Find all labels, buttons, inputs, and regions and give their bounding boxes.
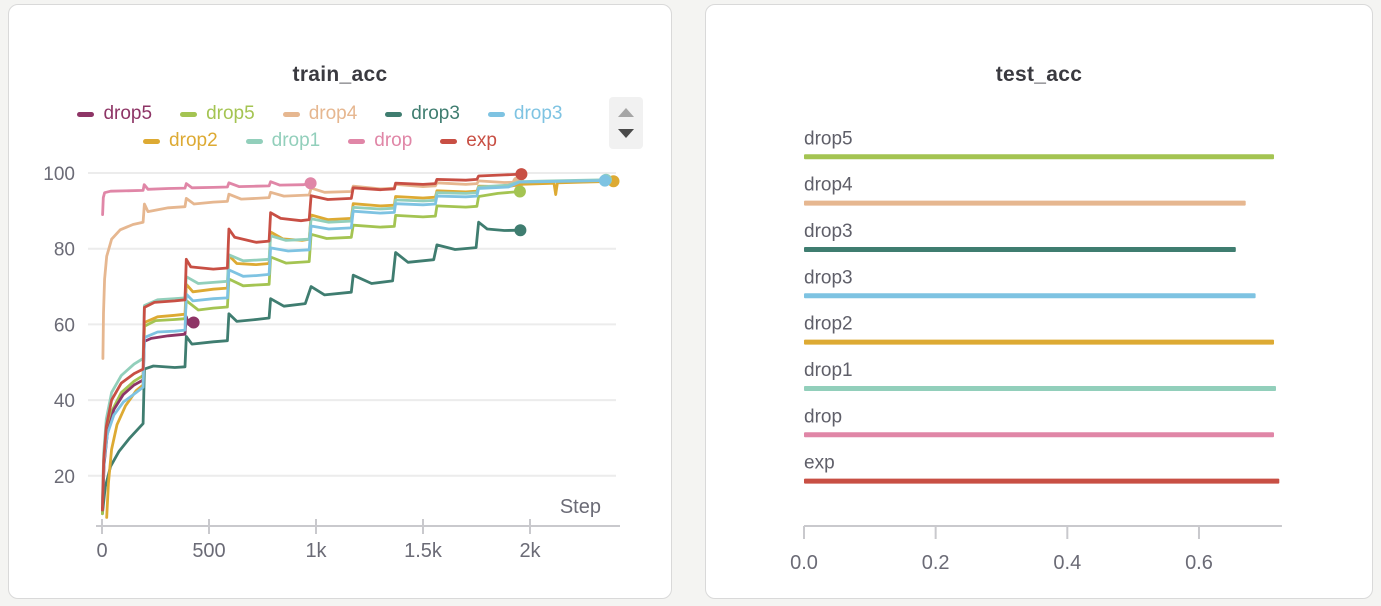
- legend-scroll-up-icon[interactable]: [618, 108, 634, 118]
- y-tick-label: 20: [54, 467, 75, 488]
- legend-swatch-icon: [245, 138, 263, 144]
- x-axis-title: Step: [560, 496, 601, 518]
- series-end-dot-drop3[interactable]: [598, 174, 611, 187]
- legend-item-label: drop5: [206, 103, 255, 124]
- train-acc-title: train_acc: [292, 63, 388, 86]
- legend-swatch-icon: [385, 111, 403, 117]
- x-tick-label: 0.6: [1185, 552, 1213, 574]
- series-end-dot-drop5[interactable]: [513, 185, 526, 198]
- legend-item-drop1[interactable]: drop1: [245, 130, 321, 152]
- legend-item-drop3[interactable]: drop3: [487, 103, 563, 125]
- test-acc-title: test_acc: [995, 63, 1083, 86]
- legend-swatch-icon: [180, 111, 198, 117]
- x-tick-label: 0.4: [1053, 552, 1081, 574]
- legend-swatch-icon: [143, 138, 161, 144]
- bar-label: drop1: [804, 360, 853, 381]
- bar-drop5[interactable]: [804, 154, 1274, 160]
- x-tick-label: 2k: [519, 540, 541, 562]
- legend-item-drop4[interactable]: drop4: [282, 103, 358, 125]
- legend-item-drop2[interactable]: drop2: [143, 130, 218, 152]
- y-tick-label: 40: [54, 391, 75, 412]
- series-end-dot-drop3[interactable]: [514, 224, 527, 237]
- x-tick-label: 0.0: [790, 552, 818, 574]
- legend-swatch-icon: [77, 111, 95, 117]
- x-tick-label: 1k: [305, 540, 327, 562]
- legend-swatch-icon: [282, 111, 300, 117]
- legend-row: drop2 drop1 drop exp: [143, 130, 497, 152]
- bar-label: exp: [804, 453, 835, 474]
- bar-label: drop5: [804, 128, 853, 149]
- train-acc-plot-area[interactable]: 20 40 60 80 100 0 500 1k 1.5k 2k Step: [9, 5, 671, 598]
- series-line-drop[interactable]: [101, 180, 313, 217]
- train-acc-panel: train_acc drop5 drop5 drop4 drop3 drop3 drop2…: [8, 4, 672, 599]
- legend-item-label: drop5: [103, 103, 153, 124]
- test-acc-plot-area[interactable]: drop5 drop4 drop3 drop3 drop2 drop1 drop exp 0.0…: [706, 5, 1372, 598]
- legend-item-label: exp: [466, 130, 497, 151]
- legend-item-drop5[interactable]: drop5: [77, 103, 152, 125]
- bar-drop3[interactable]: [804, 293, 1256, 299]
- x-tick-label: 1.5k: [404, 540, 443, 562]
- bar-drop4[interactable]: [804, 200, 1246, 206]
- legend-item-drop3[interactable]: drop3: [385, 103, 460, 125]
- series-line-drop3[interactable]: [101, 220, 522, 516]
- legend-row: drop5 drop5 drop4 drop3 drop3: [77, 103, 563, 125]
- y-tick-label: 100: [43, 164, 75, 185]
- test-acc-panel: test_acc drop5 drop4 drop3 drop3 drop2 drop1 d…: [705, 4, 1373, 599]
- legend-item-label: drop4: [308, 103, 358, 124]
- legend-swatch-icon: [440, 138, 458, 144]
- series-end-dot-drop[interactable]: [304, 177, 317, 190]
- bar-label: drop: [804, 406, 842, 427]
- legend-item-label: drop1: [271, 130, 321, 151]
- y-tick-label: 80: [54, 240, 75, 261]
- series-line-drop1[interactable]: [101, 178, 608, 504]
- series-end-dot-exp[interactable]: [515, 168, 528, 181]
- bar-label: drop3: [804, 221, 853, 242]
- bar-label: drop3: [804, 267, 853, 288]
- legend-item-drop5[interactable]: drop5: [180, 103, 255, 125]
- bar-drop1[interactable]: [804, 385, 1276, 391]
- series-line-exp[interactable]: [101, 172, 523, 512]
- legend-item-label: drop2: [169, 130, 218, 151]
- legend-item-label: drop: [374, 130, 413, 151]
- legend-item-label: drop3: [513, 103, 563, 124]
- bar-drop[interactable]: [804, 432, 1274, 438]
- bar-drop2[interactable]: [804, 339, 1274, 345]
- series-line-drop2[interactable]: [105, 179, 615, 519]
- legend-swatch-icon: [348, 138, 366, 144]
- x-tick-label: 500: [192, 540, 225, 562]
- legend-item-drop[interactable]: drop: [348, 130, 412, 152]
- series-line-drop4[interactable]: [101, 179, 520, 360]
- bar-drop3[interactable]: [804, 246, 1236, 252]
- legend-scroll-down-icon[interactable]: [618, 128, 634, 138]
- y-tick-label: 60: [54, 315, 75, 336]
- legend-item-exp[interactable]: exp: [440, 130, 497, 152]
- series-end-dot-drop5[interactable]: [187, 316, 200, 329]
- x-tick-label: 0: [96, 540, 107, 562]
- bar-label: drop4: [804, 175, 853, 196]
- bar-exp[interactable]: [804, 478, 1280, 484]
- train-acc-legend: drop5 drop5 drop4 drop3 drop3 drop2 drop1 drop e…: [23, 103, 617, 152]
- legend-item-label: drop3: [411, 103, 460, 124]
- bar-label: drop2: [804, 314, 853, 335]
- legend-scroll-control: [609, 97, 643, 149]
- x-tick-label: 0.2: [922, 552, 950, 574]
- legend-swatch-icon: [487, 111, 505, 117]
